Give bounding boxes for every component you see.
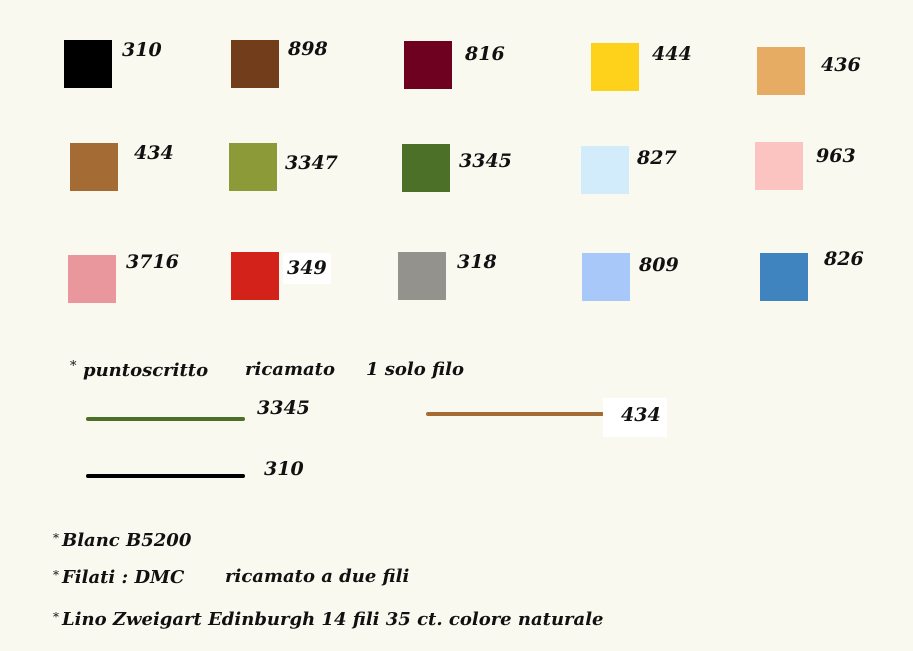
note-star: *	[53, 531, 59, 545]
backstitch-label-434: 434	[603, 398, 667, 437]
backstitch-method: ricamato	[245, 359, 335, 380]
note-fabric: * Lino Zweigart Edinburgh 14 fili 35 ct. …	[53, 611, 604, 629]
swatch-label-434: 434	[134, 142, 174, 164]
note-blanc: * Blanc B5200	[53, 532, 191, 550]
note-filati-extra: ricamato a due fili	[225, 566, 410, 587]
swatch-434	[70, 143, 118, 191]
swatch-label-826: 826	[824, 248, 864, 270]
note-filati-text: Filati : DMC	[62, 567, 185, 588]
backstitch-line-434	[426, 412, 604, 416]
swatch-3716	[68, 255, 116, 303]
backstitch-threads: 1 solo filo	[366, 359, 464, 380]
swatch-809	[582, 253, 630, 301]
swatch-436	[757, 47, 805, 95]
swatch-label-444: 444	[652, 43, 692, 65]
swatch-label-816: 816	[465, 43, 505, 65]
note-star: *	[53, 568, 59, 582]
swatch-318	[398, 252, 446, 300]
swatch-label-809: 809	[639, 254, 679, 276]
swatch-label-3347: 3347	[285, 152, 338, 174]
swatch-826	[760, 253, 808, 301]
backstitch-star: *	[70, 359, 77, 374]
swatch-3345	[402, 144, 450, 192]
backstitch-line-310	[86, 474, 245, 478]
backstitch-line-3345	[86, 417, 245, 421]
swatch-349	[231, 252, 279, 300]
backstitch-label-310: 310	[264, 458, 304, 480]
backstitch-stitch: puntoscritto	[83, 360, 209, 381]
swatch-444	[591, 43, 639, 91]
note-blanc-text: Blanc B5200	[62, 530, 192, 551]
swatch-816	[404, 41, 452, 89]
swatch-label-318: 318	[457, 251, 497, 273]
note-fabric-text: Lino Zweigart Edinburgh 14 fili 35 ct. c…	[62, 609, 604, 630]
swatch-label-310: 310	[122, 39, 162, 61]
swatch-label-963: 963	[816, 145, 856, 167]
swatch-label-898: 898	[288, 38, 328, 60]
swatch-label-827: 827	[637, 147, 677, 169]
backstitch-label-3345: 3345	[257, 397, 310, 419]
swatch-label-436: 436	[821, 54, 861, 76]
swatch-898	[231, 40, 279, 88]
swatch-label-349: 349	[283, 253, 331, 284]
swatch-310	[64, 40, 112, 88]
swatch-3347	[229, 143, 277, 191]
swatch-827	[581, 146, 629, 194]
swatch-label-3716: 3716	[126, 251, 179, 273]
swatch-963	[755, 142, 803, 190]
note-star: *	[53, 610, 59, 624]
swatch-label-3345: 3345	[459, 150, 512, 172]
note-filati: * Filati : DMC	[53, 569, 184, 587]
